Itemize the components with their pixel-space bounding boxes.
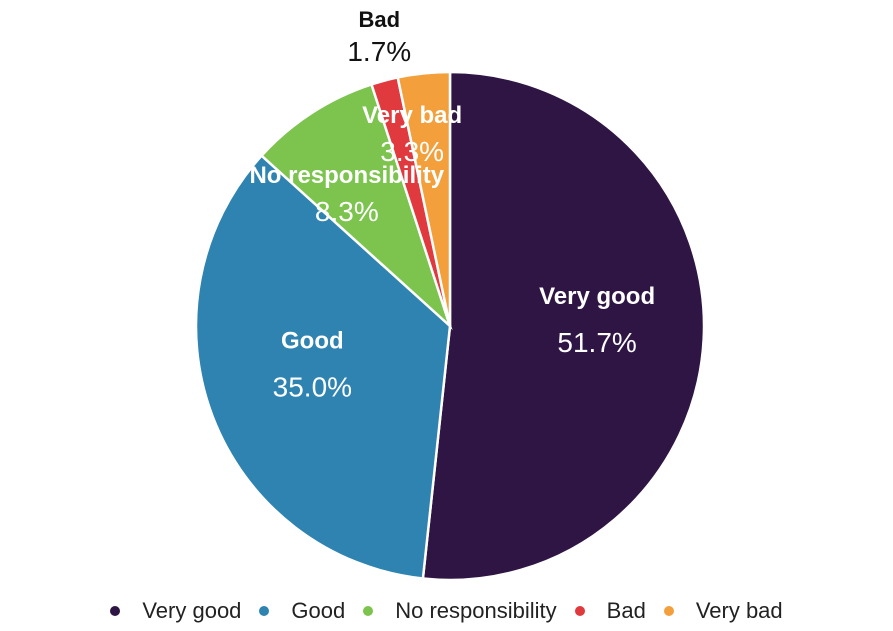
slice-value-very-bad: 3.3% — [380, 136, 444, 167]
pie-slices — [194, 70, 706, 580]
slice-label-bad: Bad — [358, 7, 400, 32]
legend-marker-no-responsibility — [363, 606, 374, 616]
pie-chart: Very good 51.7% Good 35.0% No responsibility… — [194, 7, 706, 580]
pie-slice-very-good — [421, 70, 706, 580]
pie-slice-very-bad — [396, 70, 452, 327]
legend-marker-very-bad — [663, 606, 674, 616]
legend-item-very-bad: Very bad — [663, 598, 783, 624]
slice-value-bad: 1.7% — [347, 36, 411, 67]
legend-label-bad: Bad — [606, 598, 646, 623]
chart-legend: Very good Good No responsibility Bad Ver… — [0, 596, 893, 626]
slice-value-no-responsibility: 8.3% — [315, 196, 379, 227]
legend-marker-good — [259, 606, 270, 616]
legend-marker-very-good — [110, 606, 121, 616]
slice-value-good: 35.0% — [273, 372, 352, 403]
legend-label-no-responsibility: No responsibility — [395, 598, 557, 623]
slice-label-good: Good — [281, 328, 344, 355]
pie-slice-no-responsibility — [259, 82, 453, 331]
legend-item-bad: Bad — [574, 598, 646, 624]
legend-item-no-responsibility: No responsibility — [363, 598, 557, 624]
legend-item-good: Good — [259, 598, 345, 624]
legend-item-very-good: Very good — [110, 598, 241, 624]
slice-label-very-bad: Very bad — [362, 102, 462, 129]
slice-label-very-good: Very good — [539, 283, 655, 310]
pie-labels: Very good 51.7% Good 35.0% No responsibility… — [249, 7, 655, 403]
pie-slice-good — [194, 153, 452, 580]
legend-label-very-good: Very good — [142, 598, 242, 623]
legend-label-very-bad: Very bad — [695, 598, 783, 623]
slice-label-no-responsibility: No responsibility — [249, 162, 444, 189]
slice-value-very-good: 51.7% — [557, 327, 636, 358]
legend-label-good: Good — [291, 598, 346, 623]
legend-marker-bad — [574, 606, 585, 616]
